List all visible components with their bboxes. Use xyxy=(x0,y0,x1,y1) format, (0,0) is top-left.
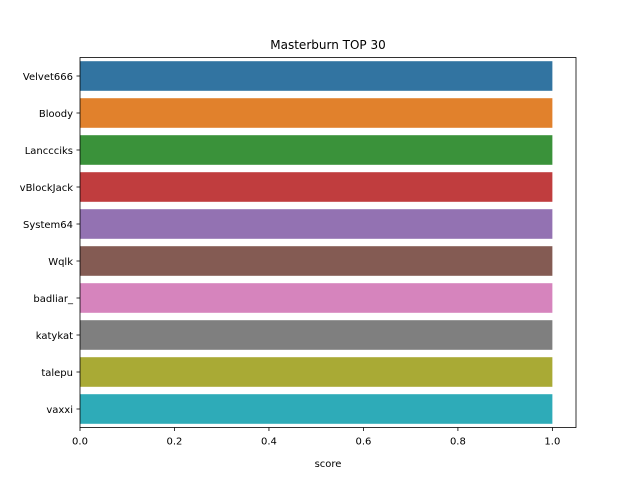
y-tick-label: vaxxi xyxy=(46,405,73,416)
bar-7 xyxy=(80,320,553,350)
x-axis-ticks: 0.0 0.2 0.4 0.6 0.8 1.0 xyxy=(72,427,560,448)
y-tick-label: Bloody xyxy=(39,109,73,120)
bars-group xyxy=(80,61,553,424)
y-tick-label: badliar_ xyxy=(33,294,74,305)
bar-1 xyxy=(80,98,553,128)
x-tick-label: 0.2 xyxy=(167,437,183,448)
x-tick-label: 0.4 xyxy=(261,437,277,448)
bar-9 xyxy=(80,394,553,424)
y-axis-ticks: Velvet666 Bloody Lanccciks vBlockJack System… xyxy=(20,72,80,416)
y-tick-label: Lanccciks xyxy=(25,146,73,157)
y-tick-label: System64 xyxy=(23,220,73,231)
bar-5 xyxy=(80,246,553,276)
x-tick-label: 0.8 xyxy=(450,437,466,448)
x-tick-label: 1.0 xyxy=(544,437,560,448)
y-tick-label: Wqlk xyxy=(48,257,73,268)
bar-0 xyxy=(80,61,553,91)
bar-6 xyxy=(80,283,553,313)
y-tick-label: Velvet666 xyxy=(23,72,73,83)
x-tick-label: 0.0 xyxy=(72,437,88,448)
chart-title: Masterburn TOP 30 xyxy=(270,38,385,52)
bar-4 xyxy=(80,209,553,239)
x-axis-label: score xyxy=(315,459,342,470)
y-tick-label: vBlockJack xyxy=(20,183,74,194)
x-tick-label: 0.6 xyxy=(355,437,371,448)
y-tick-label: talepu xyxy=(41,368,73,379)
bar-2 xyxy=(80,135,553,165)
bar-8 xyxy=(80,357,553,387)
bar-3 xyxy=(80,172,553,202)
plot-frame xyxy=(79,57,577,428)
y-tick-label: katykat xyxy=(36,331,73,342)
